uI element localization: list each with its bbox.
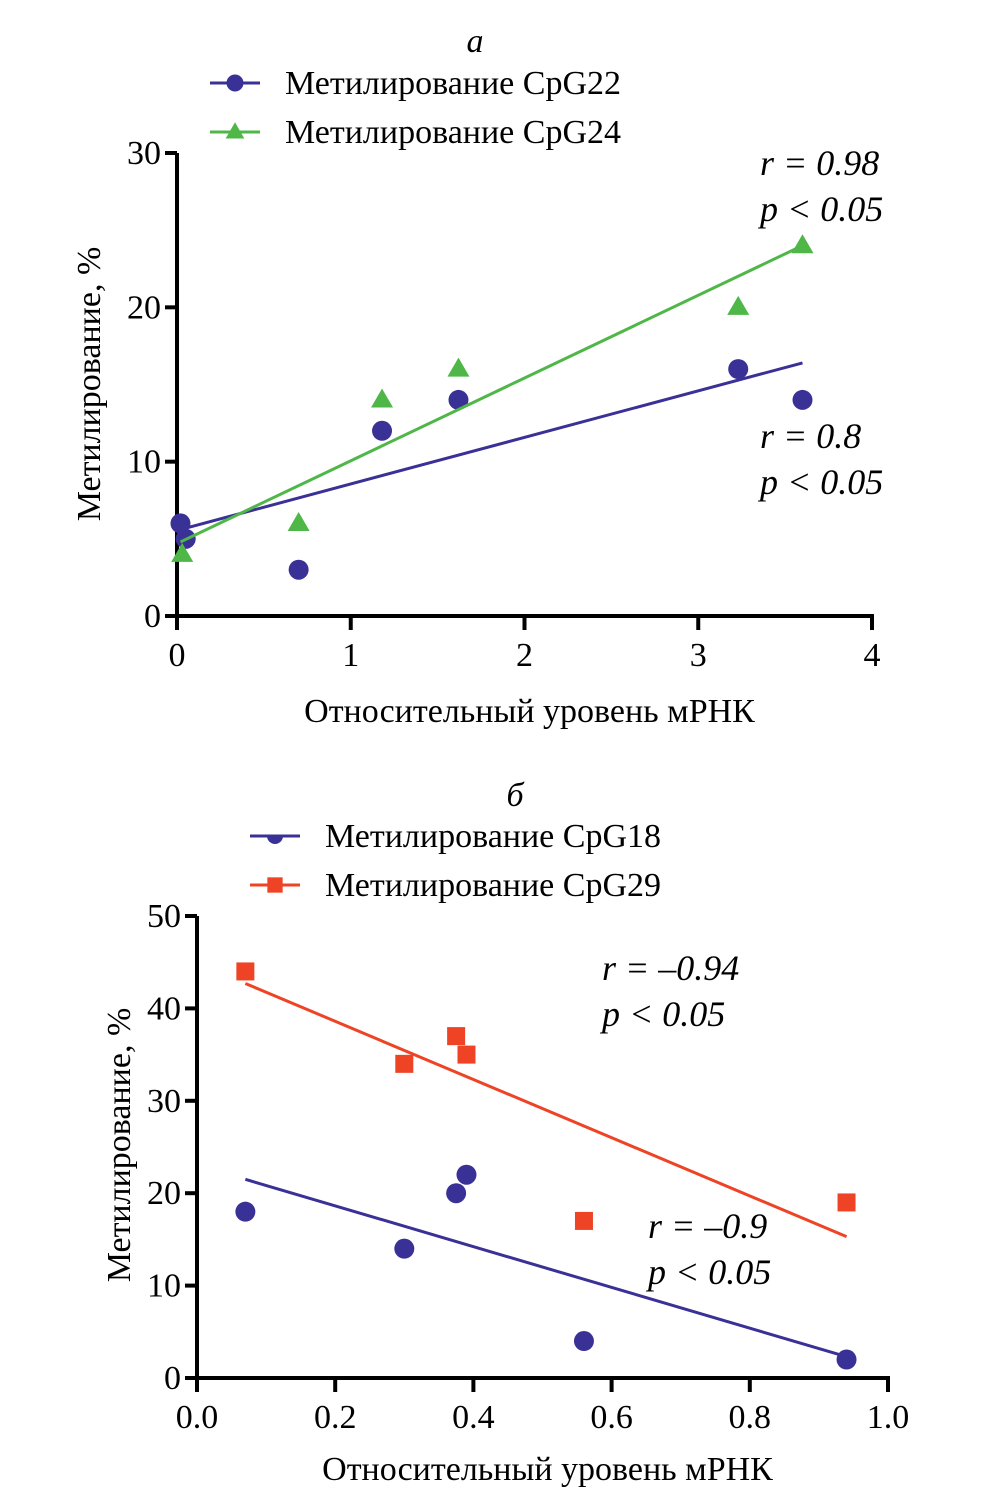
x-tick-label: 0.0 (176, 1399, 219, 1436)
y-tick-label: 50 (147, 898, 181, 935)
x-tick-label: 1 (342, 637, 359, 674)
p-annotation: p < 0.05 (757, 189, 883, 229)
legend-marker-circle-icon (267, 836, 283, 844)
y-tick-label: 40 (147, 990, 181, 1027)
legend-marker-square-icon (267, 877, 283, 893)
r-annotation: r = –0.9 (648, 1206, 767, 1246)
data-point-triangle (371, 388, 394, 408)
data-point-circle (448, 389, 469, 410)
data-point-square (236, 962, 255, 981)
legend-label: Метилирование CpG29 (325, 867, 661, 904)
data-point-circle (288, 559, 309, 580)
series-1: r = 0.98 p < 0.05 (171, 143, 883, 562)
y-tick-label: 30 (147, 1083, 181, 1120)
y-tick-label: 20 (147, 1175, 181, 1212)
data-point-circle (394, 1238, 415, 1259)
data-point-square (837, 1193, 856, 1212)
x-tick-label: 2 (516, 637, 533, 674)
data-point-circle (792, 389, 813, 410)
p-annotation: p < 0.05 (757, 462, 883, 502)
p-annotation: p < 0.05 (599, 994, 725, 1034)
data-point-circle (836, 1349, 857, 1370)
series-0: r = 0.8 p < 0.05 (170, 359, 883, 580)
data-point-triangle (791, 234, 814, 254)
x-tick-label: 0 (169, 637, 186, 674)
r-annotation: r = –0.94 (602, 948, 739, 988)
p-annotation: p < 0.05 (645, 1252, 771, 1292)
x-tick-label: 0.8 (729, 1399, 772, 1436)
x-tick-label: 3 (690, 637, 707, 674)
trendline (179, 244, 804, 544)
legend-label: Метилирование CpG22 (285, 65, 621, 102)
chart-a: а Метилирование CpG22 Метилирование CpG24 0… (71, 23, 883, 730)
data-point-triangle (287, 512, 310, 531)
legend-item: Метилирование CpG18 (250, 818, 661, 855)
trendline (244, 1177, 847, 1359)
legend-label: Метилирование CpG24 (285, 114, 621, 151)
data-point-square (395, 1054, 414, 1073)
trendline (244, 982, 848, 1239)
legend-item: Метилирование CpG22 (210, 65, 621, 102)
data-point-circle (170, 513, 191, 534)
y-tick-label: 10 (147, 1268, 181, 1305)
chart-b: б Метилирование CpG18 Метилирование CpG29 0… (101, 777, 909, 1488)
legend-item: Метилирование CpG24 (210, 114, 621, 151)
data-point-circle (573, 1331, 594, 1352)
data-point-circle (728, 359, 749, 380)
data-point-square (447, 1027, 466, 1046)
y-tick-label: 20 (127, 289, 161, 326)
legend-item: Метилирование CpG29 (250, 867, 661, 904)
legend-marker-triangle-icon (225, 122, 245, 139)
trendline (180, 361, 803, 532)
data-point-square (457, 1045, 476, 1064)
y-axis-label: Метилирование, % (71, 247, 108, 522)
data-point-circle (446, 1183, 467, 1204)
y-tick-label: 0 (144, 598, 161, 635)
y-tick-label: 30 (127, 135, 161, 172)
r-annotation: r = 0.8 (760, 416, 861, 456)
x-axis-label: Относительный уровень мРНК (304, 693, 755, 730)
data-point-circle (235, 1201, 256, 1222)
x-tick-label: 1.0 (867, 1399, 910, 1436)
y-tick-label: 10 (127, 444, 161, 481)
panel-label: а (467, 23, 484, 60)
x-tick-label: 0.2 (314, 1399, 357, 1436)
y-axis-label: Метилирование, % (101, 1008, 138, 1283)
panel-label: б (506, 777, 525, 814)
y-tick-label: 0 (164, 1360, 181, 1397)
x-tick-label: 0.4 (452, 1399, 495, 1436)
data-point-circle (456, 1164, 477, 1185)
data-point-circle (372, 420, 393, 441)
legend-marker-circle-icon (226, 74, 244, 92)
data-point-triangle (447, 357, 470, 377)
data-point-triangle (727, 295, 750, 315)
data-point-square (574, 1211, 593, 1230)
x-tick-label: 0.6 (590, 1399, 633, 1436)
data-point-triangle (171, 542, 194, 562)
series-1: r = –0.94 p < 0.05 (236, 948, 856, 1239)
r-annotation: r = 0.98 (760, 143, 879, 183)
series-0: r = –0.9 p < 0.05 (235, 1164, 857, 1370)
x-axis-label: Относительный уровень мРНК (322, 1451, 773, 1488)
legend-label: Метилирование CpG18 (325, 818, 661, 855)
x-tick-label: 4 (864, 637, 881, 674)
